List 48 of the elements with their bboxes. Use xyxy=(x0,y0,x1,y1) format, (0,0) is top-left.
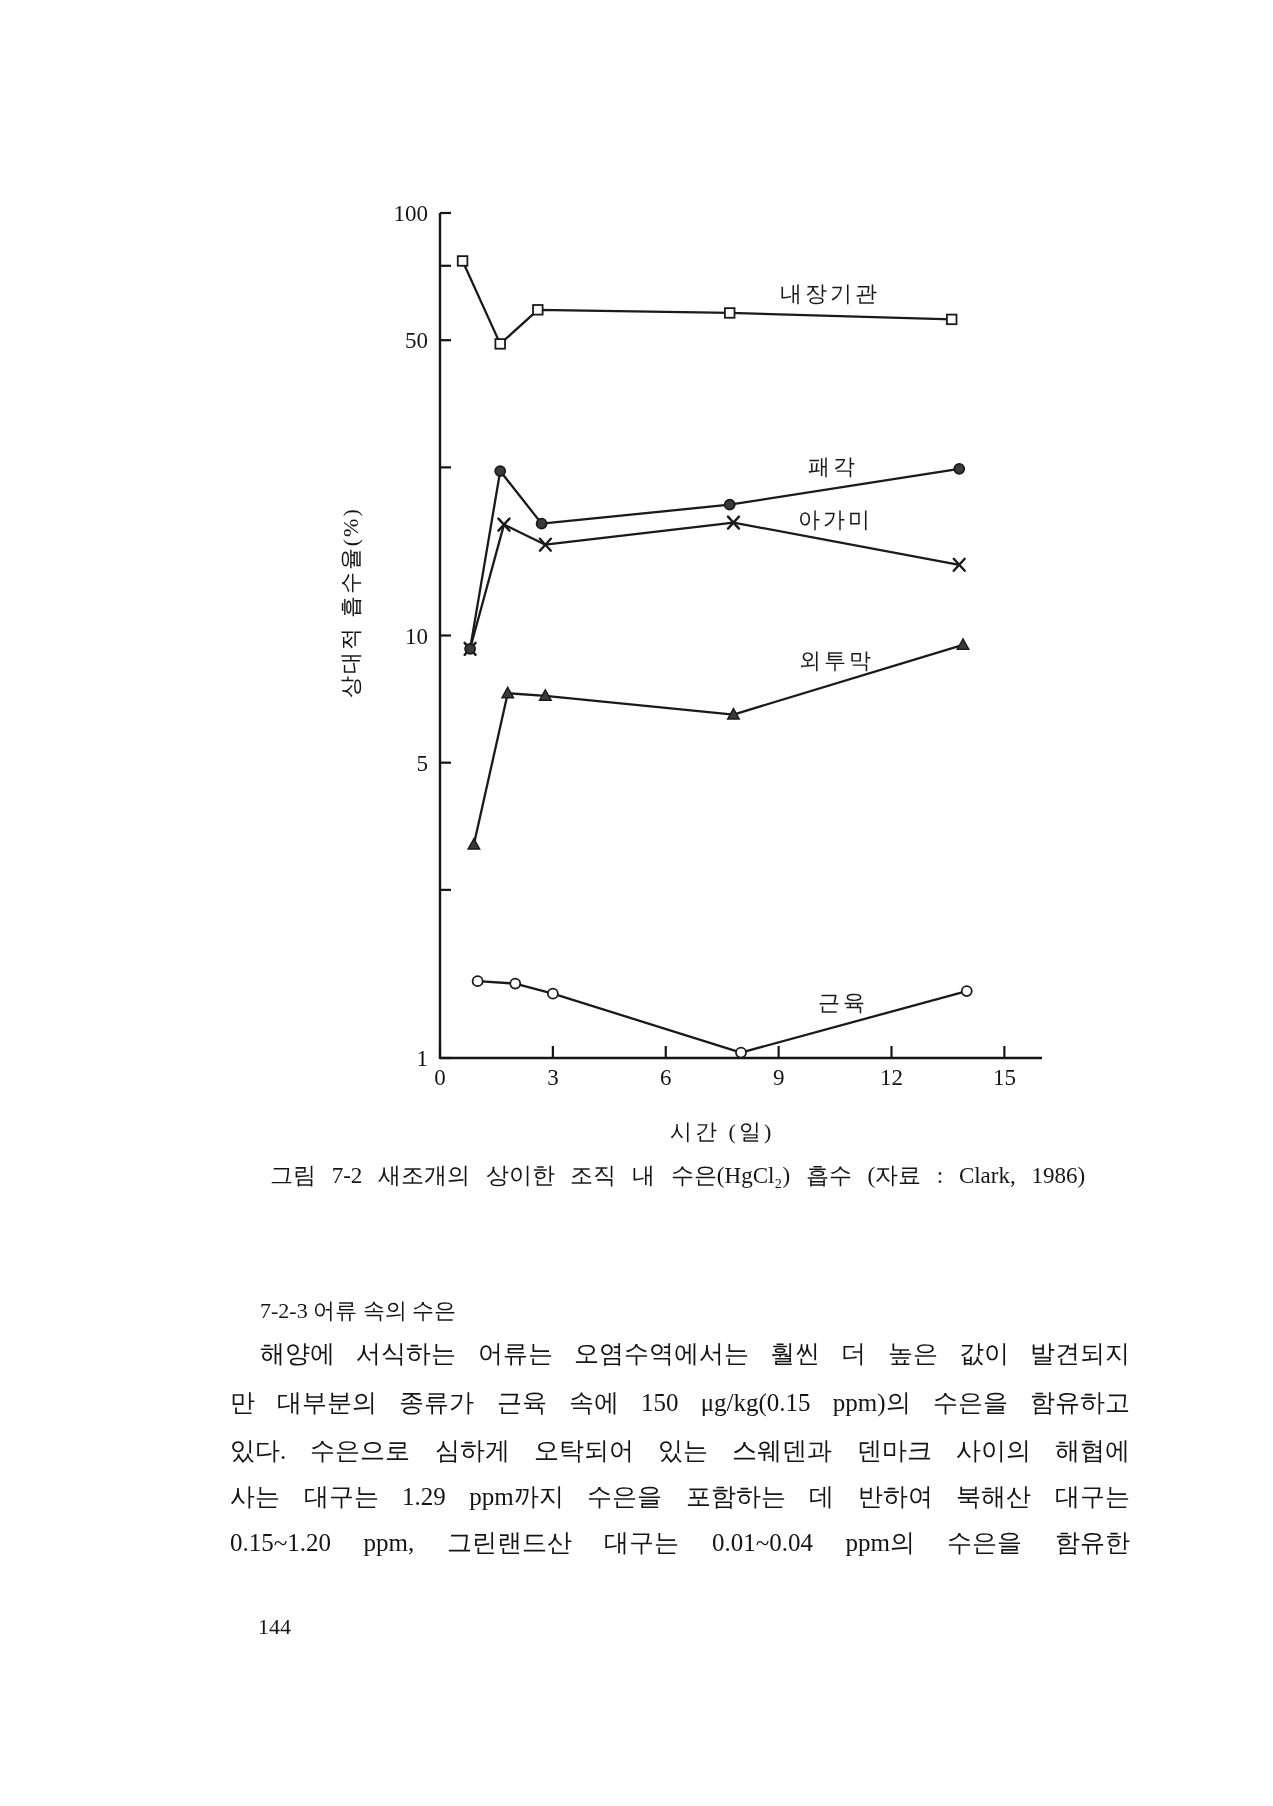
point xyxy=(952,557,966,573)
point xyxy=(494,465,507,477)
point xyxy=(535,517,548,530)
point xyxy=(538,689,552,701)
x-axis-title: 시간 (일) xyxy=(670,1119,775,1144)
y-tick-label: 100 xyxy=(393,201,428,226)
x-tick-label: 9 xyxy=(772,1065,785,1090)
series-label: 외투막 xyxy=(799,648,875,674)
point xyxy=(494,338,506,350)
x-tick-label: 3 xyxy=(547,1065,559,1090)
point xyxy=(960,985,973,997)
point xyxy=(497,517,511,532)
point xyxy=(546,987,559,1000)
text: 해양에 서식하는 어류는 오염수역에서는 훨씬 더 높은 값이 발견되지 xyxy=(260,1340,1130,1367)
series-label: 아가미 xyxy=(797,506,873,532)
point xyxy=(726,515,741,530)
point xyxy=(538,537,553,552)
point xyxy=(726,707,740,720)
point xyxy=(953,462,966,475)
text: 사는 대구는 1.29 ppm까지 수은을 포함하는 데 반하여 북해산 대구는 xyxy=(230,1483,1130,1510)
point xyxy=(501,686,515,699)
point xyxy=(723,498,736,511)
y-axis-title: 상대적 흡수율(%) xyxy=(337,507,363,698)
x-tick-label: 0 xyxy=(434,1065,446,1090)
point xyxy=(456,255,469,267)
point xyxy=(946,313,958,326)
text: 있다. 수은으로 심하게 오탁되어 있는 스웨덴과 덴마크 사이의 해협에 xyxy=(230,1437,1131,1464)
y-tick-label: 10 xyxy=(405,623,428,649)
x-tick-label: 12 xyxy=(880,1065,903,1090)
x-tick-label: 6 xyxy=(660,1065,672,1090)
y-tick-label: 50 xyxy=(405,328,428,354)
series-label: 내장기관 xyxy=(779,280,880,306)
text: 7-2-3 어류 속의 수은 xyxy=(260,1298,457,1323)
text: 그림 7-2 새조개의 상이한 조직 내 수은(HgCl₂) 흡수 (자료 : Clark, 1986) xyxy=(270,1163,1086,1188)
text: 만 대부분의 종류가 근육 속에 150 μg/kg(0.15 ppm)의 수은을 함유하고 xyxy=(230,1389,1130,1417)
text: 0.15~1.20 ppm, 그린랜드산 대구는 0.01~0.04 ppm의 수은을 함유한 xyxy=(230,1529,1130,1556)
point xyxy=(471,975,484,988)
point xyxy=(724,307,736,319)
point xyxy=(467,837,481,850)
x-tick-label: 15 xyxy=(992,1065,1016,1090)
point xyxy=(956,638,970,651)
text: 144 xyxy=(258,1614,291,1639)
series-label: 패각 xyxy=(807,453,858,479)
series-label: 근육 xyxy=(817,989,868,1015)
y-tick-label: 5 xyxy=(416,750,428,776)
y-tick-label: 1 xyxy=(416,1046,428,1071)
point xyxy=(509,977,522,990)
point xyxy=(532,304,544,316)
